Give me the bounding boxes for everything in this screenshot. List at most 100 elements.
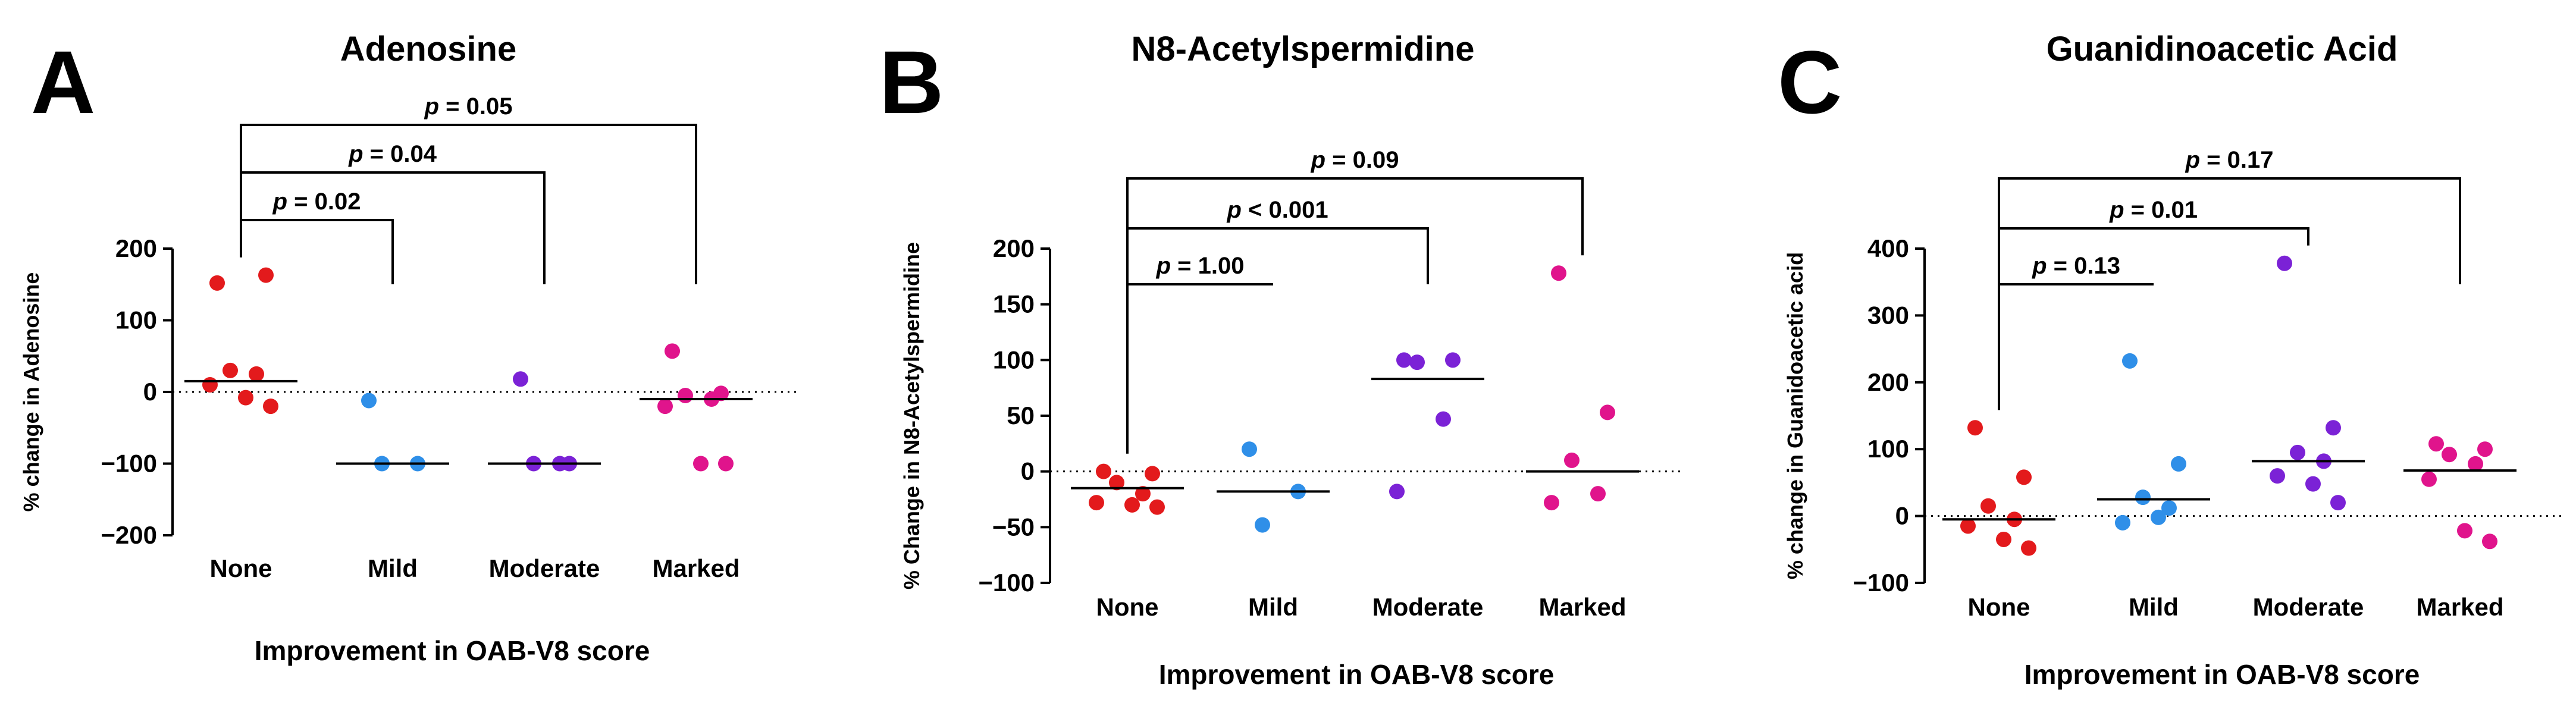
data-point: [678, 388, 693, 404]
data-point: [513, 371, 528, 387]
p-value-label: p = 0.04: [348, 141, 437, 167]
data-point: [222, 362, 238, 378]
x-tick-label: Marked: [652, 554, 739, 582]
y-axis-label: % Change in N8-Acetylspermidine: [900, 242, 924, 589]
data-point: [1255, 517, 1270, 533]
panel-b: B N8-Acetylspermidine −100 −50 0 50 100 150 20…: [879, 30, 1684, 690]
data-point: [2122, 353, 2138, 369]
data-point: [1145, 466, 1160, 482]
x-tick-label: None: [210, 554, 272, 582]
p-value-label: p = 0.09: [1311, 147, 1399, 173]
data-point: [1242, 441, 1257, 457]
y-tick-label: 150: [993, 290, 1035, 318]
x-tick-label: Moderate: [2253, 593, 2364, 621]
p-value-label: p = 0.17: [2185, 147, 2274, 173]
panel-b-letter: B: [879, 32, 944, 132]
panel-b-plot: −100 −50 0 50 100 150 200 % Change in N8-Acetyl…: [900, 147, 1684, 690]
y-tick-label: 0: [1895, 502, 1909, 530]
data-point: [249, 366, 264, 382]
data-point: [657, 398, 673, 415]
data-point: [1389, 484, 1405, 500]
y-axis-label: % change in Adenosine: [19, 272, 43, 512]
comparison-bracket: [1126, 177, 1584, 454]
data-point: [1996, 531, 2011, 547]
y-tick-label: 400: [1867, 234, 1909, 262]
panel-c-plot: −100 0 100 200 300 400 % change in Guanidoacet…: [1783, 147, 2561, 690]
y-tick-label: −100: [101, 450, 157, 478]
data-point: [2421, 471, 2437, 487]
panel-c-letter: C: [1778, 32, 1842, 132]
data-point: [1967, 420, 1983, 436]
x-tick-label: Mild: [1248, 593, 1298, 621]
comparison-bracket: [1998, 177, 2461, 410]
y-tick-label: −100: [1853, 569, 1909, 597]
data-point: [2468, 456, 2483, 472]
data-point: [1096, 463, 1111, 479]
x-tick-label: Moderate: [1372, 593, 1484, 621]
data-point: [1445, 352, 1461, 368]
data-point: [1436, 411, 1451, 427]
p-value-label: p = 0.13: [2032, 253, 2120, 279]
panel-a-letter: A: [31, 32, 95, 132]
data-point: [1135, 486, 1151, 502]
y-axis-label: % change in Guanidoacetic acid: [1783, 252, 1807, 579]
data-point: [1396, 352, 1412, 368]
data-point: [1149, 499, 1165, 515]
y-tick-label: 300: [1867, 301, 1909, 329]
y-tick-label: −50: [992, 513, 1035, 541]
panel-b-title: N8-Acetylspermidine: [1132, 30, 1475, 68]
data-point: [2482, 533, 2497, 550]
comparison-bracket: [240, 124, 697, 284]
data-point: [2270, 468, 2285, 484]
data-point: [361, 393, 377, 409]
panel-a: A Adenosine −200 −100 0 100 200 % change in A…: [19, 30, 797, 666]
data-point: [263, 398, 278, 415]
data-point: [2442, 447, 2457, 463]
data-point: [1109, 475, 1124, 491]
y-tick-label: 100: [993, 346, 1035, 374]
y-tick-label: 50: [1007, 401, 1035, 429]
x-axis-label: Improvement in OAB-V8 score: [2025, 659, 2420, 690]
data-point: [1089, 495, 1104, 511]
data-point: [2115, 514, 2130, 531]
data-point: [2477, 441, 2493, 457]
x-tick-label: Mild: [2129, 593, 2179, 621]
data-point: [718, 456, 734, 472]
data-point: [209, 275, 225, 291]
data-point: [258, 267, 274, 283]
data-point: [1564, 452, 1580, 468]
p-value-label: p = 0.02: [272, 189, 361, 215]
data-point: [2290, 444, 2305, 460]
data-point: [2016, 469, 2032, 485]
data-point: [1600, 404, 1615, 420]
data-point: [693, 456, 709, 472]
data-point: [2021, 540, 2036, 556]
data-point: [1980, 498, 1996, 514]
x-tick-label: Marked: [1538, 593, 1626, 621]
x-axis-label: Improvement in OAB-V8 score: [255, 635, 650, 666]
y-tick-label: 0: [1021, 457, 1035, 485]
x-tick-label: None: [1968, 593, 2030, 621]
data-point: [1551, 265, 1566, 281]
x-tick-label: Moderate: [489, 554, 600, 582]
y-tick-label: 200: [115, 234, 157, 262]
x-axis-label: Improvement in OAB-V8 score: [1159, 659, 1555, 690]
y-tick-label: 100: [115, 306, 157, 334]
data-point: [2171, 456, 2186, 472]
p-value-label: p = 0.05: [424, 93, 513, 120]
p-value-label: p = 0.01: [2109, 197, 2198, 223]
data-point: [238, 390, 253, 406]
panel-c: C Guanidinoacetic Acid −100 0 100 200 300 400…: [1778, 30, 2561, 690]
data-point: [202, 376, 218, 393]
x-tick-label: None: [1096, 593, 1159, 621]
data-point: [1590, 486, 1606, 502]
data-point: [2457, 523, 2472, 539]
y-tick-label: −200: [101, 521, 157, 549]
panel-a-title: Adenosine: [340, 30, 517, 68]
y-tick-label: 100: [1867, 435, 1909, 463]
data-point: [2151, 509, 2166, 525]
y-tick-label: 0: [143, 378, 157, 406]
x-tick-label: Mild: [368, 554, 418, 582]
y-tick-label: 200: [1867, 368, 1909, 396]
